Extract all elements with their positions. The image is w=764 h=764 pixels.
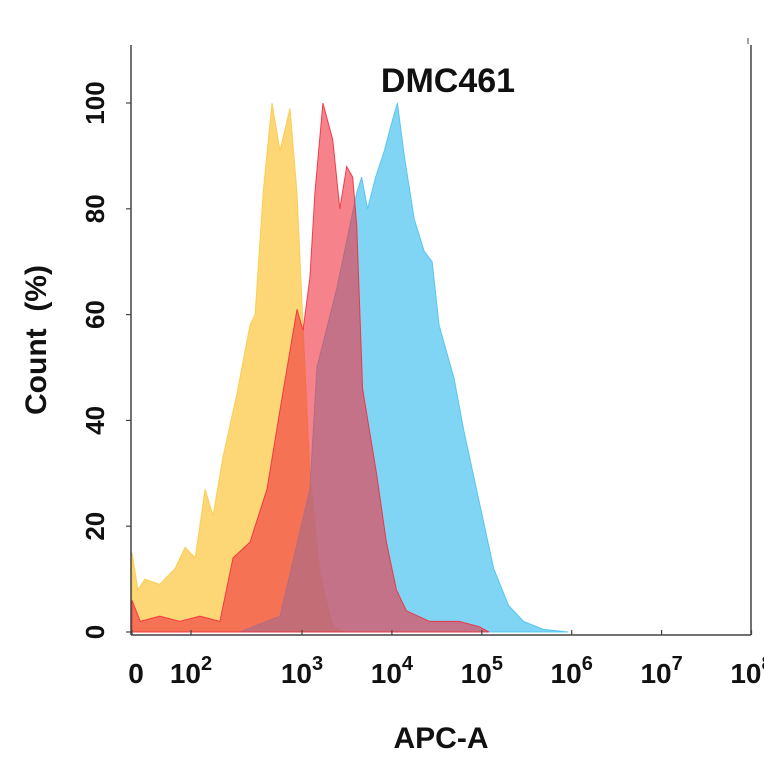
- x-tick-label: 102: [170, 653, 212, 689]
- x-tick-exponent: 4: [402, 653, 414, 675]
- x-tick-base: 10: [371, 658, 402, 689]
- x-tick-exponent: 6: [582, 653, 593, 675]
- x-tick-label: 104: [371, 653, 414, 689]
- x-tick-base: 10: [281, 658, 312, 689]
- x-tick-base: 10: [640, 658, 671, 689]
- x-ticks: 0102103104105106107108: [128, 630, 764, 689]
- x-tick-label: 106: [551, 653, 593, 689]
- x-tick-label: 0: [128, 658, 144, 689]
- y-tick-label: 0: [80, 625, 110, 639]
- x-tick-label: 105: [461, 653, 503, 689]
- y-axis-label: Count (%): [20, 265, 53, 415]
- x-tick-label: 108: [730, 653, 764, 689]
- x-tick-exponent: 7: [672, 653, 683, 675]
- x-tick-base: 10: [730, 658, 761, 689]
- chart-title: DMC461: [381, 62, 515, 100]
- x-axis-label: APC-A: [394, 722, 489, 755]
- series-layer: [131, 102, 569, 633]
- histogram-series-3: [131, 102, 490, 633]
- axes: [130, 38, 752, 636]
- x-tick-exponent: 8: [762, 653, 764, 675]
- x-tick-base: 10: [461, 658, 492, 689]
- y-tick-label: 40: [80, 406, 110, 435]
- x-tick-label: 103: [281, 653, 323, 689]
- x-tick-label: 107: [640, 653, 682, 689]
- x-tick-exponent: 5: [492, 653, 503, 675]
- x-tick-base: 0: [128, 658, 144, 689]
- y-tick-label: 80: [80, 194, 110, 223]
- y-tick-label: 100: [80, 81, 110, 124]
- x-tick-exponent: 3: [312, 653, 323, 675]
- y-ticks: 0 20 40 60 80 100: [80, 81, 131, 639]
- x-tick-base: 10: [551, 658, 582, 689]
- x-tick-exponent: 2: [201, 653, 212, 675]
- y-tick-label: 20: [80, 512, 110, 541]
- y-tick-label: 60: [80, 300, 110, 329]
- x-tick-base: 10: [170, 658, 201, 689]
